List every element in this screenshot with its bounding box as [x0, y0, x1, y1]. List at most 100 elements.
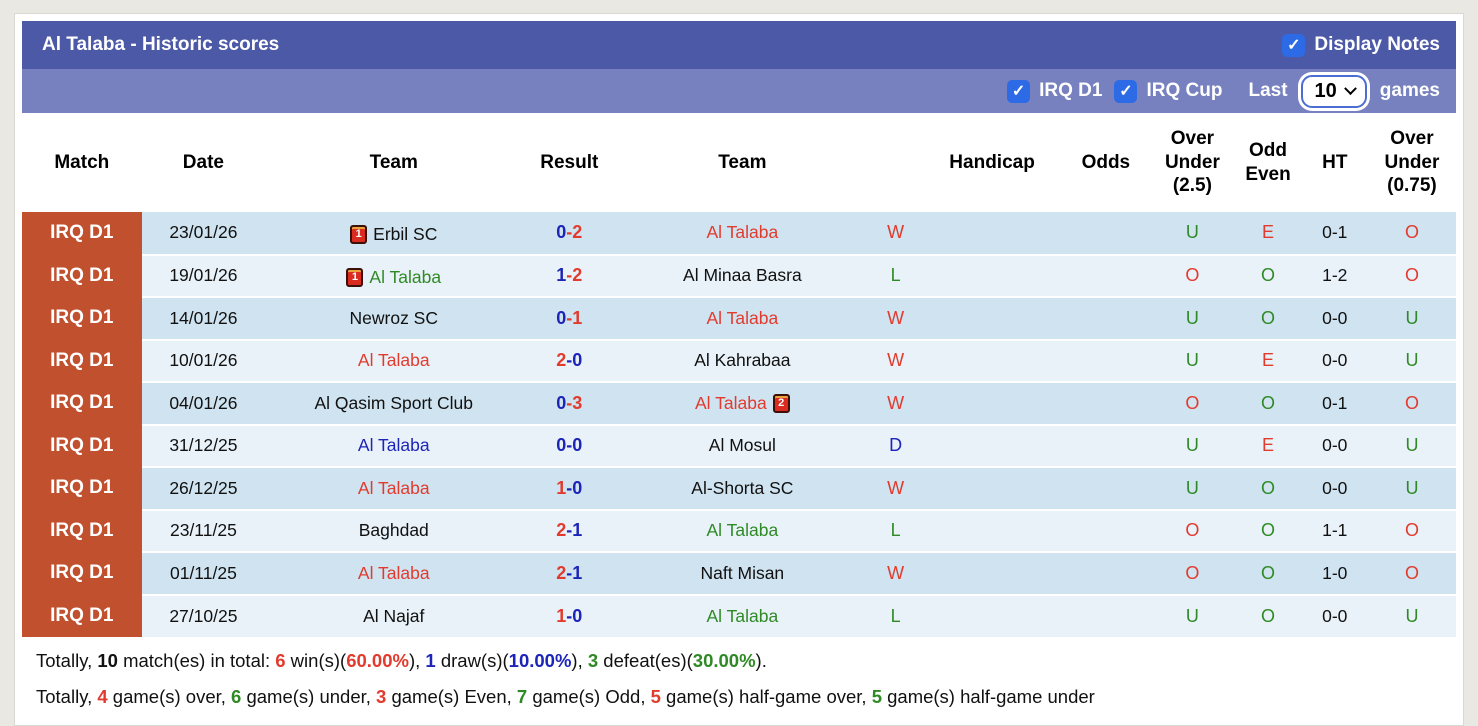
- col-handicap: Handicap: [922, 113, 1062, 212]
- odds-cell: [1061, 466, 1151, 510]
- handicap-cell: [922, 212, 1062, 255]
- odds-cell: [1061, 253, 1151, 297]
- page-title: Al Talaba - Historic scores: [42, 34, 280, 55]
- odd-even-cell: O: [1234, 593, 1302, 637]
- odd-even-cell: O: [1234, 508, 1302, 552]
- over-under-075-cell: O: [1367, 212, 1456, 255]
- irq-cup-checkbox[interactable]: ✓: [1114, 79, 1138, 103]
- away-team-cell: Al Talaba: [616, 212, 869, 255]
- col-match: Match: [22, 113, 142, 212]
- last-label: Last: [1248, 80, 1288, 101]
- team-name: Newroz SC: [349, 307, 439, 328]
- totals-footer: Totally, 10 match(es) in total: 6 win(s)…: [22, 637, 1456, 725]
- col-odds: Odds: [1061, 113, 1151, 212]
- away-score: 0: [572, 477, 583, 498]
- league-badge: IRQ D1: [22, 339, 142, 382]
- outcome-letter: L: [868, 253, 923, 297]
- over-under-075-cell: O: [1367, 381, 1456, 425]
- odd-even-cell: O: [1234, 296, 1302, 340]
- league-badge: IRQ D1: [22, 594, 142, 637]
- away-team-cell: Al Talaba: [616, 593, 869, 637]
- score-dash: -: [566, 392, 573, 413]
- away-score: 1: [572, 520, 583, 541]
- over-under-25-cell: U: [1150, 338, 1235, 382]
- handicap-cell: [922, 466, 1062, 510]
- display-notes-label: Display Notes: [1314, 34, 1440, 55]
- table-row: IRQ D1 04/01/26 Al Qasim Sport Club 0-3 …: [22, 381, 1456, 425]
- result-score: 1-0: [522, 593, 617, 637]
- home-team-cell: Al Talaba: [265, 423, 523, 467]
- table-header: Match Date Team Result Team Handicap Odd…: [22, 113, 1456, 212]
- table-row: IRQ D1 27/10/25 Al Najaf 1-0 Al Talaba L…: [22, 593, 1456, 637]
- team-name: Al Talaba: [357, 350, 430, 371]
- away-score: 0: [572, 435, 583, 456]
- home-team-cell: 1 Erbil SC: [265, 212, 523, 255]
- league-badge: IRQ D1: [22, 254, 142, 297]
- handicap-cell: [922, 296, 1062, 340]
- odds-cell: [1061, 423, 1151, 467]
- ht-score-cell: 1-2: [1301, 253, 1368, 297]
- team-name: Al-Shorta SC: [691, 477, 794, 498]
- match-date: 26/12/25: [141, 466, 266, 510]
- irq-d1-checkbox[interactable]: ✓: [1007, 79, 1031, 103]
- team-name: Al Talaba: [357, 562, 430, 583]
- match-date: 23/01/26: [141, 212, 266, 255]
- score-dash: -: [566, 435, 573, 456]
- col-over-under-25: Over Under (2.5): [1150, 113, 1235, 212]
- away-score: 0: [572, 605, 583, 626]
- outcome-letter: L: [868, 508, 923, 552]
- over-under-075-cell: U: [1367, 466, 1456, 510]
- score-dash: -: [566, 222, 573, 243]
- totals-line-matches: Totally, 10 match(es) in total: 6 win(s)…: [36, 650, 767, 671]
- over-under-25-cell: U: [1150, 296, 1235, 340]
- totals-line-games: Totally, 4 game(s) over, 6 game(s) under…: [36, 686, 1095, 707]
- ht-score-cell: 0-1: [1301, 381, 1368, 425]
- score-dash: -: [566, 265, 573, 286]
- home-score: 2: [556, 562, 567, 583]
- away-team-cell: Al Talaba: [616, 508, 869, 552]
- handicap-cell: [922, 423, 1062, 467]
- over-under-25-cell: O: [1150, 551, 1235, 595]
- over-under-075-cell: O: [1367, 508, 1456, 552]
- team-name: Al Najaf: [363, 605, 425, 626]
- away-team-cell: Al Kahrabaa: [616, 338, 869, 382]
- irq-cup-label: IRQ Cup: [1146, 80, 1223, 101]
- team-name: Al Qasim Sport Club: [314, 392, 474, 413]
- outcome-letter: W: [868, 212, 923, 255]
- team-name: Al Mosul: [708, 435, 776, 456]
- table-row: IRQ D1 10/01/26 Al Talaba 2-0 Al Kahraba…: [22, 338, 1456, 382]
- last-games-select[interactable]: 10: [1300, 74, 1367, 108]
- team-name: Al Talaba: [695, 392, 767, 413]
- result-score: 1-0: [522, 466, 617, 510]
- home-score: 1: [556, 265, 567, 286]
- away-score: 2: [572, 265, 583, 286]
- odd-even-cell: E: [1234, 338, 1302, 382]
- home-score: 0: [556, 435, 567, 456]
- team-name: Erbil SC: [373, 223, 438, 244]
- team-name: Al Talaba: [369, 266, 442, 287]
- team-name: Al Talaba: [357, 477, 430, 498]
- team-name: Al Talaba: [706, 307, 779, 328]
- title-bar: Al Talaba - Historic scores ✓ Display No…: [22, 21, 1456, 69]
- league-badge: IRQ D1: [22, 552, 142, 595]
- over-under-075-cell: U: [1367, 296, 1456, 340]
- last-games-value: 10: [1314, 79, 1337, 102]
- odd-even-cell: O: [1234, 253, 1302, 297]
- outcome-letter: W: [868, 381, 923, 425]
- table-row: IRQ D1 01/11/25 Al Talaba 2-1 Naft Misan…: [22, 551, 1456, 595]
- away-team-cell: Al Mosul: [616, 423, 869, 467]
- over-under-25-cell: U: [1150, 212, 1235, 255]
- result-score: 2-1: [522, 551, 617, 595]
- odds-cell: [1061, 296, 1151, 340]
- red-card-icon: 1: [346, 267, 364, 287]
- outcome-letter: L: [868, 593, 923, 637]
- home-score: 0: [556, 307, 567, 328]
- over-under-25-cell: U: [1150, 423, 1235, 467]
- display-notes-checkbox[interactable]: ✓: [1282, 33, 1306, 57]
- home-team-cell: Al Talaba: [265, 466, 523, 510]
- team-name: Baghdad: [358, 520, 429, 541]
- match-date: 27/10/25: [141, 593, 266, 637]
- match-date: 14/01/26: [141, 296, 266, 340]
- home-score: 2: [556, 350, 567, 371]
- team-name: Al Talaba: [357, 435, 430, 456]
